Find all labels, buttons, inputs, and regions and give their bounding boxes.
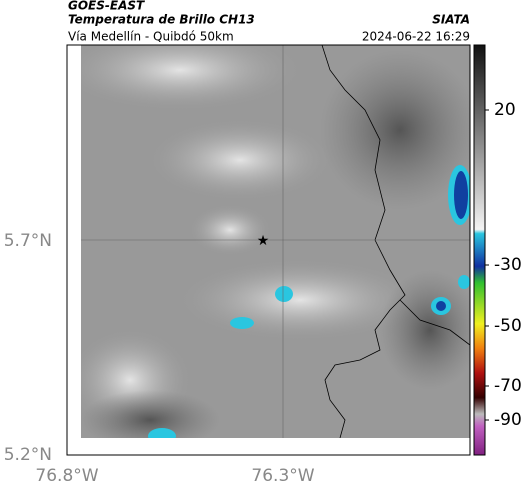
location-marker: ★ <box>257 233 270 249</box>
lon-label: 76.3°W <box>251 466 314 486</box>
lat-label: 5.7°N <box>4 231 52 251</box>
imagery <box>81 45 470 438</box>
lon-label: 76.8°W <box>35 466 98 486</box>
route: Vía Medellín - Quibdó 50km <box>68 30 234 44</box>
satellite: GOES-EAST <box>68 0 145 13</box>
colorbar-label: -50 <box>494 316 522 336</box>
colorbar-label: -90 <box>494 410 522 430</box>
colorbar-label: 20 <box>494 100 516 120</box>
colorbar-ticks: 20 -30 -50 -70 -90 <box>485 100 522 430</box>
source: SIATA <box>432 13 470 27</box>
map-frame <box>66 44 471 456</box>
colorbar-label: -30 <box>494 255 522 275</box>
colorbar-label: -70 <box>494 376 522 396</box>
colorbar <box>473 44 486 456</box>
lat-label: 5.2°N <box>4 445 52 465</box>
timestamp: 2024-06-22 16:29 <box>362 30 470 44</box>
product: Temperatura de Brillo CH13 <box>68 13 255 27</box>
